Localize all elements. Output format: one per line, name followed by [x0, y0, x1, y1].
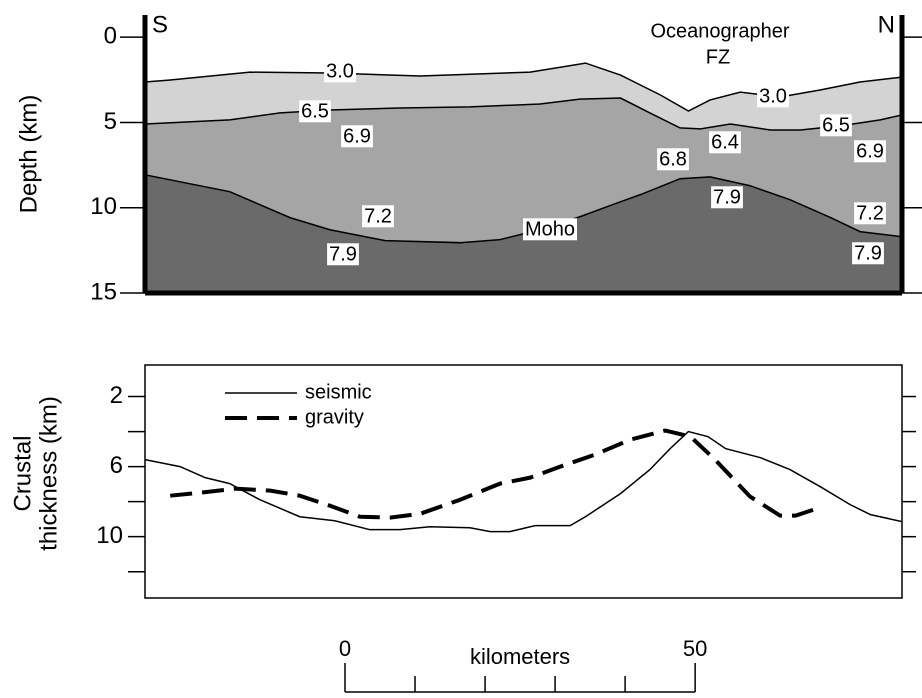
label-box: [657, 148, 689, 171]
label-box: [709, 131, 741, 154]
annotation: 6.5: [822, 114, 850, 136]
y-tick-label: 15: [90, 278, 117, 305]
annotation: 7.9: [329, 243, 357, 265]
scale-tick-label: 0: [339, 636, 351, 661]
y-tick-label: 10: [96, 522, 123, 549]
annotation: 7.9: [713, 186, 741, 208]
annotation: 7.2: [856, 202, 884, 224]
annotation: 7.2: [364, 205, 392, 227]
series-line: [170, 428, 821, 520]
legend-label: seismic: [305, 381, 372, 403]
annotation: Moho: [525, 218, 575, 240]
label-box: [854, 140, 886, 163]
label-box: [820, 114, 852, 137]
label-box: [299, 100, 331, 123]
y-tick-label: 2: [110, 382, 123, 409]
annotation: 6.9: [856, 140, 884, 162]
y-tick-label: 6: [110, 452, 123, 479]
legend-label: gravity: [305, 406, 364, 428]
boundary-line: [144, 174, 903, 244]
y-tick-label: 0: [104, 23, 117, 50]
scale-tick-label: 50: [683, 636, 707, 661]
label-box: [362, 205, 394, 228]
scale-title: kilometers: [470, 644, 570, 669]
label-box: [327, 243, 359, 266]
annotation: 7.9: [854, 242, 882, 264]
label-box: [324, 60, 356, 83]
boundary-line: [144, 62, 903, 112]
plot-frame: [144, 364, 903, 599]
y-axis-label: Crustal: [9, 435, 36, 511]
annotation: 6.8: [659, 148, 687, 170]
y-tick-label: 10: [90, 193, 117, 220]
y-tick-label: 5: [104, 108, 117, 135]
annotation: 3.0: [759, 85, 787, 107]
series-line: [144, 430, 903, 533]
label-box: [757, 85, 789, 108]
label-box: [711, 186, 743, 209]
annotation: 6.5: [301, 100, 329, 122]
y-axis-label: thickness (km): [35, 396, 62, 551]
annotation: 6.4: [711, 131, 739, 153]
label-box: [341, 125, 373, 148]
annotation: 6.9: [343, 125, 371, 147]
annotation: Oceanographer: [651, 20, 790, 42]
label-box: [854, 202, 886, 225]
y-axis-label: Depth (km): [15, 95, 42, 214]
annotation: FZ: [706, 46, 730, 68]
annotation: 3.0: [326, 60, 354, 82]
label-box: [522, 218, 578, 241]
label-box: [852, 242, 884, 265]
end-label: S: [152, 11, 168, 38]
end-label: N: [878, 11, 895, 38]
